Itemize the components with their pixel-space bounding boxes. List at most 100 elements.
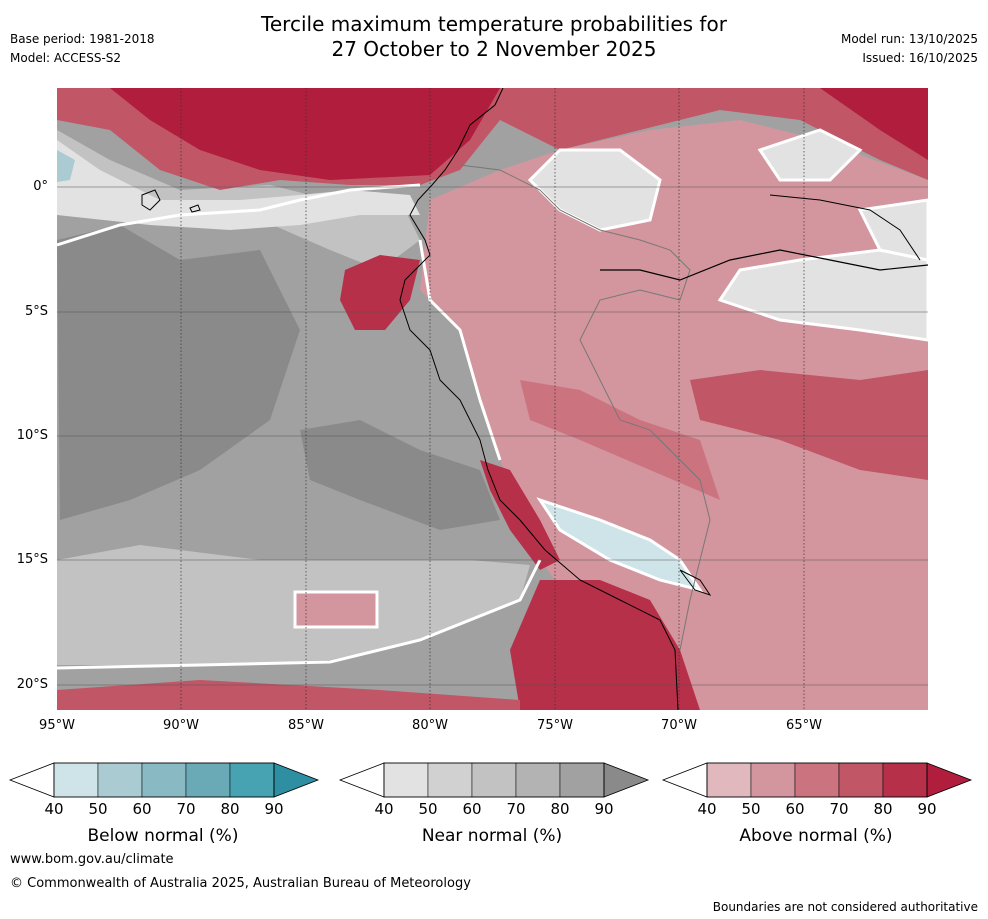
lon-label-85w: 85°W <box>288 718 324 733</box>
amazon-river <box>600 249 928 281</box>
near-normal-90-west <box>57 225 300 520</box>
website-link[interactable]: www.bom.gov.au/climate <box>10 852 174 867</box>
colorbar-title-near: Near normal (%) <box>421 826 563 846</box>
colorbar-tick-label: 80 <box>873 800 892 818</box>
colorbar-segment <box>794 762 840 798</box>
country-borders <box>459 164 711 651</box>
colorbar-tick-label: 70 <box>506 800 525 818</box>
colorbar-tick-label: 40 <box>374 800 393 818</box>
colorbar-tick-label: 50 <box>418 800 437 818</box>
issued-date: Issued: 16/10/2025 <box>862 51 978 65</box>
colorbars: 40 50 60 70 80 90 40 50 60 70 80 90 40 50 60 70 80 90 <box>8 762 973 818</box>
colorbar-tick-label: 50 <box>88 800 107 818</box>
colorbar-tick-label: 70 <box>829 800 848 818</box>
above-normal-70-east <box>690 370 928 480</box>
disclaimer: Boundaries are not considered authoritat… <box>712 900 978 914</box>
contour-boundary-north <box>57 183 421 247</box>
lon-label-75w: 75°W <box>537 718 573 733</box>
title-line-1: Tercile maximum temperature probabilitie… <box>261 12 727 36</box>
colorbar-tick-label: 90 <box>917 800 936 818</box>
colorbar-segment <box>882 762 928 798</box>
above-normal-70-sw <box>57 680 520 710</box>
lat-label-20s: 20°S <box>16 677 48 692</box>
river-north <box>769 194 921 261</box>
colorbar-segment <box>427 762 473 798</box>
map-contours <box>57 88 928 710</box>
galapagos-island-small <box>189 204 201 213</box>
colorbar-tick-label: 40 <box>44 800 63 818</box>
gridlines <box>57 186 928 686</box>
lat-label-15s: 15°S <box>16 552 48 567</box>
lake-titicaca <box>679 569 712 596</box>
colorbar-below-normal: 40 50 60 70 80 90 <box>8 762 320 818</box>
below-normal-nw <box>57 150 75 182</box>
colorbar-min-arrow <box>8 762 55 798</box>
colorbar-max-arrow <box>603 762 650 798</box>
colorbar-max-arrow <box>926 762 973 798</box>
model-run: Model run: 13/10/2025 <box>840 32 978 46</box>
contour-boundary-coast <box>418 239 502 461</box>
lon-label-70w: 70°W <box>661 718 697 733</box>
colorbar-min-arrow <box>338 762 385 798</box>
above-normal-90-northeast <box>820 88 928 160</box>
colorbar-tick-label: 90 <box>264 800 283 818</box>
colorbar-tick-label: 70 <box>176 800 195 818</box>
colorbar-segment <box>185 762 231 798</box>
copyright: © Commonwealth of Australia 2025, Austra… <box>10 876 471 891</box>
colorbar-tick-label: 90 <box>594 800 613 818</box>
colorbar-max-arrow <box>273 762 320 798</box>
colorbar-min-arrow <box>661 762 708 798</box>
title-line-2: 27 October to 2 November 2025 <box>331 37 657 61</box>
above-normal-80-peru-coast <box>480 460 560 570</box>
meridians <box>180 88 805 710</box>
colorbar-tick-label: 80 <box>220 800 239 818</box>
colorbar-segment <box>559 762 605 798</box>
colorbar-tick-label: 50 <box>741 800 760 818</box>
below-normal-strip <box>536 497 704 593</box>
colorbar-segment <box>750 762 796 798</box>
lon-label-90w: 90°W <box>163 718 199 733</box>
colorbar-segment <box>515 762 561 798</box>
colorbar-tick-label: 60 <box>462 800 481 818</box>
base-period: Base period: 1981-2018 <box>10 32 155 46</box>
lat-label-10s: 10°S <box>16 428 48 443</box>
colorbar-outline <box>53 762 275 798</box>
coastline <box>399 88 679 710</box>
colorbar-segment <box>141 762 187 798</box>
contour-boundary-south <box>57 559 542 670</box>
colorbar-above-normal: 40 50 60 70 80 90 <box>661 762 973 818</box>
above-normal-patch-ocean <box>293 590 379 629</box>
above-normal-90-north <box>110 88 500 180</box>
near-normal-90-center <box>300 420 500 530</box>
lon-label-80w: 80°W <box>412 718 448 733</box>
above-normal-80-south <box>510 580 700 710</box>
colorbar-segment <box>229 762 275 798</box>
near-normal-land-east <box>717 248 928 342</box>
above-normal-80-coast <box>340 255 420 330</box>
colorbar-segment <box>838 762 884 798</box>
colorbar-outline <box>706 762 928 798</box>
colorbar-tick-label: 60 <box>785 800 804 818</box>
colorbar-tick-label: 40 <box>697 800 716 818</box>
colorbar-segment <box>97 762 143 798</box>
colorbar-tick-label: 60 <box>132 800 151 818</box>
near-normal-land-ne <box>757 128 863 182</box>
colorbar-title-below: Below normal (%) <box>87 826 239 846</box>
near-normal-40-north <box>57 140 420 230</box>
colorbar-outline <box>383 762 605 798</box>
left-metadata: Base period: 1981-2018 Model: ACCESS-S2 <box>10 32 155 70</box>
right-metadata: Model run: 13/10/2025 Issued: 16/10/2025 <box>841 32 978 70</box>
colorbar-segment <box>383 762 429 798</box>
galapagos-islands <box>141 189 161 211</box>
colorbar-segment <box>706 762 752 798</box>
colorbar-tick-label: 80 <box>550 800 569 818</box>
map-title: Tercile maximum temperature probabilitie… <box>0 12 988 62</box>
colorbar-near-normal: 40 50 60 70 80 90 <box>338 762 650 818</box>
near-normal-land-north <box>527 148 662 232</box>
lat-label-5s: 5°S <box>24 304 48 319</box>
lon-label-65w: 65°W <box>786 718 822 733</box>
colorbar-title-above: Above normal (%) <box>739 826 893 846</box>
lon-label-95w: 95°W <box>39 718 75 733</box>
model-name: Model: ACCESS-S2 <box>10 51 122 65</box>
